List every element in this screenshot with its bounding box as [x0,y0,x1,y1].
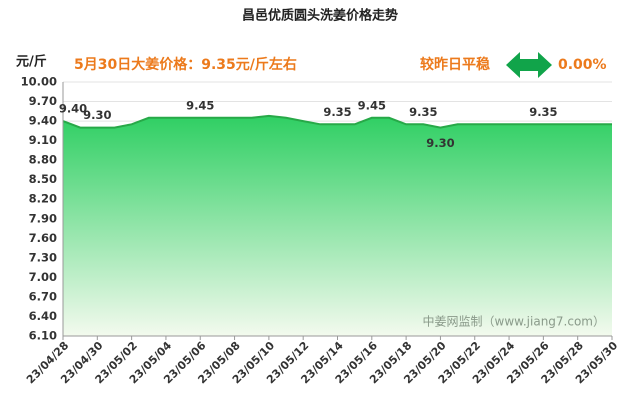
value-label: 9.45 [186,98,214,112]
y-tick-label: 10.00 [21,75,57,89]
y-tick-label: 9.40 [29,114,57,128]
price-note: 5月30日大姜价格：9.35元/斤左右 [74,56,297,73]
y-tick-label: 6.70 [29,289,57,303]
y-tick-label: 8.50 [29,172,57,186]
value-label: 9.30 [426,136,454,150]
y-tick-label: 7.00 [29,270,57,284]
y-tick-label: 7.60 [29,231,57,245]
chart-title: 昌邑优质圆头洗姜价格走势 [242,8,398,24]
value-label: 9.35 [529,105,557,119]
watermark: 中姜网监制（www.jiang7.com） [423,314,605,329]
value-label: 9.30 [83,108,111,122]
y-tick-label: 7.90 [29,211,57,225]
value-label: 9.35 [409,105,437,119]
value-label: 9.40 [59,102,87,116]
y-unit: 元/斤 [16,54,47,70]
flat-arrow [506,52,552,78]
area [63,115,612,337]
change-label: 较昨日平稳 [420,56,490,73]
y-tick-label: 6.40 [29,309,57,323]
value-label: 9.35 [323,105,351,119]
y-tick-label: 9.70 [29,94,57,108]
y-tick-label: 7.30 [29,250,57,264]
change-value: 0.00% [558,57,607,73]
value-label: 9.45 [358,98,386,112]
y-tick-label: 8.20 [29,192,57,206]
y-tick-label: 6.10 [29,329,57,343]
y-tick-label: 8.80 [29,153,57,167]
y-tick-label: 9.10 [29,133,57,147]
line [62,114,612,129]
